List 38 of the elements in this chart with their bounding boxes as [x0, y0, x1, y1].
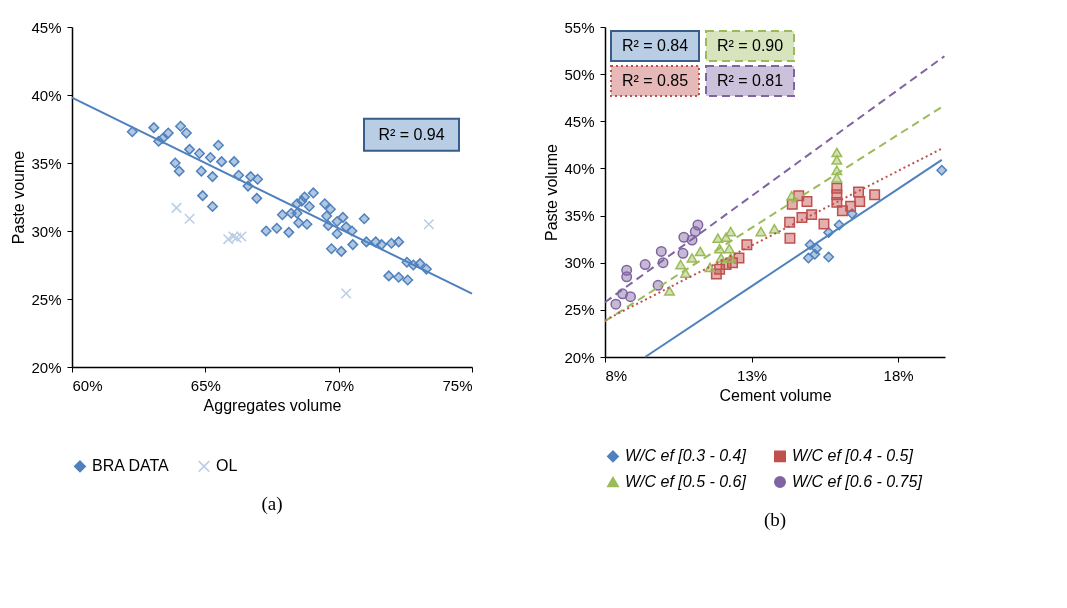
- x-tick-label: 70%: [324, 376, 355, 394]
- x-tick-label: 13%: [737, 366, 768, 384]
- x-tick-label: 75%: [442, 376, 473, 394]
- x-tick-label: 60%: [72, 376, 103, 394]
- x-axis-title: Cement volume: [719, 386, 832, 404]
- y-tick-label: 55%: [564, 18, 595, 36]
- y-tick-label: 35%: [31, 154, 62, 172]
- text: (a): [261, 493, 283, 515]
- annotation: R² = 0.94: [378, 125, 445, 143]
- annotation: R² = 0.84: [621, 37, 689, 54]
- legend-label: OL: [216, 457, 238, 475]
- y-axis-title: Paste voume: [10, 150, 28, 245]
- y-tick-label: 45%: [564, 112, 595, 130]
- legend-label: W/C ef [0.5 - 0.6]: [625, 473, 747, 490]
- y-tick-label: 30%: [31, 222, 62, 240]
- legend-label: BRA DATA: [92, 457, 170, 475]
- y-tick-label: 25%: [564, 301, 595, 319]
- y-tick-label: 40%: [31, 86, 62, 104]
- y-tick-label: 25%: [31, 290, 62, 308]
- y-tick-label: 50%: [564, 65, 595, 83]
- legend-label: W/C ef [0.6 - 0.75]: [792, 473, 923, 490]
- text: (b): [763, 509, 787, 531]
- x-tick-label: 65%: [190, 376, 221, 394]
- annotation: R² = 0.81: [716, 72, 784, 89]
- y-tick-label: 35%: [564, 207, 595, 225]
- y-axis-title: Paste volume: [543, 143, 561, 241]
- y-tick-label: 20%: [564, 348, 595, 366]
- annotation: R² = 0.90: [716, 37, 784, 54]
- annotation: R² = 0.85: [621, 72, 689, 89]
- legend-label: W/C ef [0.3 - 0.4]: [625, 447, 747, 465]
- x-tick-label: 8%: [605, 366, 628, 384]
- x-tick-label: 18%: [883, 366, 914, 384]
- x-axis-title: Aggregates volume: [203, 396, 342, 414]
- y-tick-label: 45%: [31, 18, 62, 36]
- legend-label: W/C ef [0.4 - 0.5]: [792, 447, 914, 465]
- y-tick-label: 20%: [31, 358, 62, 376]
- y-tick-label: 40%: [564, 159, 595, 177]
- y-tick-label: 30%: [564, 254, 595, 272]
